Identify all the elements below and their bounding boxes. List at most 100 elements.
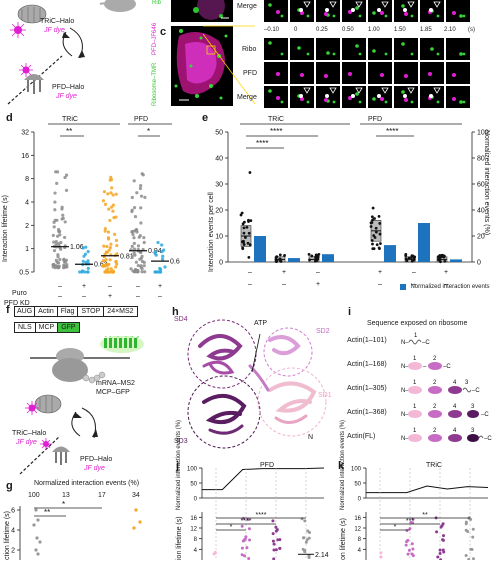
data-point bbox=[369, 225, 373, 228]
data-point bbox=[110, 186, 114, 190]
time-lapse-thumbnail bbox=[342, 62, 366, 84]
data-point bbox=[102, 244, 106, 248]
data-point bbox=[63, 175, 67, 180]
puro-value: – bbox=[248, 269, 252, 276]
panel-k-title: TRiC bbox=[426, 462, 442, 469]
time-lapse-thumbnail bbox=[290, 62, 314, 84]
data-point bbox=[441, 548, 445, 552]
ylabel-e-right: Normalized interaction events (%) bbox=[483, 130, 490, 236]
ylabel-g: ction lifetime (s) bbox=[4, 510, 11, 560]
data-point bbox=[53, 200, 57, 204]
data-point bbox=[136, 244, 141, 248]
panel-i: Sequence exposed on ribosome N– –C 1 N– – –… bbox=[345, 306, 500, 456]
data-point bbox=[303, 550, 307, 554]
data-point bbox=[274, 548, 278, 552]
pfdkd-value: – bbox=[158, 293, 162, 300]
data-point bbox=[241, 222, 245, 226]
data-point bbox=[132, 241, 136, 245]
time-lapse-thumbnail bbox=[394, 38, 418, 60]
construct-label: Actin(1–305) bbox=[347, 385, 387, 392]
data-point bbox=[114, 238, 119, 243]
data-point bbox=[314, 254, 318, 258]
n-terminus-label: N bbox=[308, 434, 314, 441]
data-point bbox=[51, 233, 55, 238]
data-point bbox=[137, 235, 141, 239]
data-point bbox=[34, 508, 38, 512]
data-point bbox=[130, 230, 134, 234]
data-point bbox=[65, 265, 69, 269]
normalized-bar bbox=[384, 245, 396, 262]
data-point bbox=[441, 538, 445, 542]
data-point bbox=[378, 222, 382, 225]
data-point bbox=[370, 215, 374, 219]
y-tick-label: 8 bbox=[194, 537, 198, 543]
data-point bbox=[160, 243, 164, 247]
data-point bbox=[437, 256, 441, 259]
zoom-connector-lines bbox=[203, 25, 256, 105]
data-point bbox=[115, 243, 119, 248]
normalized-bar bbox=[322, 254, 334, 262]
data-point bbox=[303, 519, 307, 523]
data-point bbox=[135, 230, 139, 234]
data-point bbox=[82, 254, 86, 258]
data-point bbox=[471, 527, 475, 531]
data-point bbox=[57, 229, 62, 234]
data-point bbox=[132, 206, 137, 210]
jf-dye-label: JF dye bbox=[84, 465, 105, 472]
svg-text:4: 4 bbox=[453, 380, 457, 386]
svg-text:N–: N– bbox=[401, 388, 409, 394]
legend-label: Normalized interaction events bbox=[410, 283, 490, 290]
data-point bbox=[242, 241, 245, 244]
svg-text:1: 1 bbox=[413, 380, 417, 386]
data-point bbox=[469, 517, 473, 521]
data-point bbox=[61, 213, 65, 217]
significance-label: *** bbox=[406, 518, 414, 525]
data-point bbox=[136, 263, 140, 268]
pfd-icon bbox=[52, 446, 70, 465]
svg-text:–C: –C bbox=[472, 388, 480, 394]
data-point bbox=[140, 254, 144, 258]
data-point bbox=[242, 538, 246, 542]
significance-label: **** bbox=[386, 127, 398, 136]
panel-letter-h: h bbox=[172, 306, 179, 318]
data-point bbox=[54, 240, 58, 244]
data-point bbox=[138, 520, 142, 524]
data-point bbox=[466, 530, 470, 534]
data-point bbox=[140, 259, 145, 264]
y-tick-label: 2 bbox=[11, 548, 15, 555]
data-point bbox=[114, 192, 118, 196]
data-point bbox=[142, 240, 146, 245]
data-point bbox=[36, 552, 40, 556]
pfd-halo-label: PFD–Halo bbox=[52, 84, 85, 91]
svg-text:–C: –C bbox=[484, 436, 492, 442]
data-point bbox=[134, 260, 139, 264]
data-point bbox=[142, 236, 146, 240]
y-tick-label: 12 bbox=[190, 527, 197, 533]
data-point bbox=[52, 240, 56, 244]
y-tick-label: 8 bbox=[25, 176, 29, 183]
jf-dye-icon bbox=[40, 438, 52, 450]
time-axis: –0.10 0 0.25 0.50 1.00 1.50 1.85 2.10 (s… bbox=[264, 27, 500, 37]
data-point bbox=[63, 220, 67, 224]
data-point bbox=[108, 258, 112, 262]
median-label: 0.63 bbox=[94, 262, 108, 269]
panel-g: Normalized interaction events (%) 100 13… bbox=[0, 478, 165, 560]
data-point bbox=[248, 538, 252, 542]
data-point bbox=[379, 242, 382, 245]
data-point bbox=[111, 209, 115, 213]
data-point bbox=[212, 552, 216, 556]
y-tick-label: 4 bbox=[11, 528, 15, 535]
data-point bbox=[272, 542, 276, 546]
data-point bbox=[134, 508, 138, 512]
data-point bbox=[55, 181, 59, 185]
data-point bbox=[307, 554, 311, 558]
data-point bbox=[56, 255, 60, 259]
data-point bbox=[441, 534, 445, 538]
svg-text:1: 1 bbox=[413, 404, 417, 410]
pfdkd-value: – bbox=[282, 281, 286, 288]
norm-value: 100 bbox=[28, 492, 40, 499]
jf-dye-label: JF dye bbox=[16, 439, 37, 446]
data-point bbox=[240, 546, 244, 550]
top-schematic: TRiC–Halo JF dye PFD–Halo JF dye bbox=[0, 0, 160, 110]
data-point bbox=[52, 249, 57, 253]
